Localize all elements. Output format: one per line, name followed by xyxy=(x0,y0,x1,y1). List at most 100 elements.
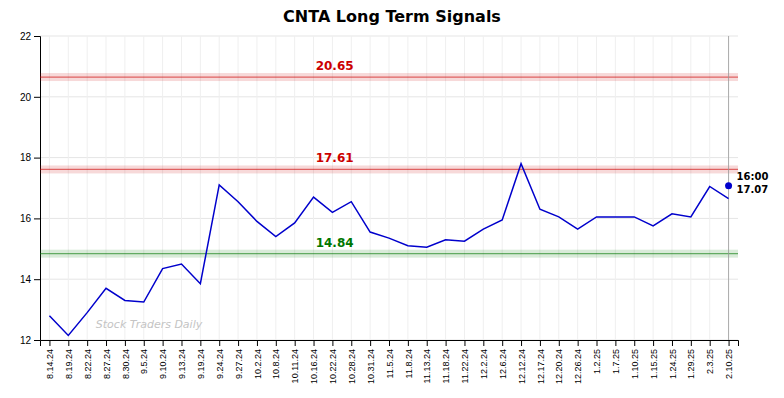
x-tick: 10.16.24 xyxy=(309,340,319,384)
x-tick-label: 1.24.25 xyxy=(668,349,678,379)
x-tick-label: 9.10.24 xyxy=(158,349,168,379)
x-tick-mark xyxy=(389,340,390,346)
x-tick-label: 1.2.25 xyxy=(592,349,602,374)
x-tick-mark xyxy=(710,340,711,346)
x-tick-mark xyxy=(597,340,598,346)
grid-line xyxy=(690,36,691,340)
signal-line xyxy=(40,76,738,77)
x-tick: 10.11.24 xyxy=(290,340,300,383)
x-tick-label: 12.26.24 xyxy=(573,349,583,384)
x-tick-mark xyxy=(559,340,560,346)
x-tick-mark xyxy=(653,340,654,346)
x-tick: 8.14.24 xyxy=(45,340,55,379)
x-tick-label: 2.3.25 xyxy=(705,349,715,374)
y-tick: 12 xyxy=(20,335,40,346)
x-tick-mark xyxy=(87,340,88,346)
y-axis: 121416182022 xyxy=(20,31,41,346)
grid-line xyxy=(596,36,597,340)
x-tick: 1.24.25 xyxy=(668,340,678,379)
grid-line xyxy=(313,36,314,340)
y-tick-label: 18 xyxy=(20,152,32,163)
grid-line xyxy=(389,36,390,340)
x-tick-mark xyxy=(276,340,277,346)
x-tick-mark xyxy=(729,340,730,346)
x-tick: 8.27.24 xyxy=(102,340,112,379)
x-tick: 9.10.24 xyxy=(158,340,168,379)
x-tick-mark xyxy=(634,340,635,346)
grid xyxy=(40,36,738,340)
grid-line xyxy=(502,36,503,340)
x-tick-mark xyxy=(238,340,239,346)
grid-line xyxy=(332,36,333,340)
x-tick-mark xyxy=(521,340,522,346)
x-tick-mark xyxy=(672,340,673,346)
x-tick-label: 8.19.24 xyxy=(64,349,74,379)
signal-label: 20.65 xyxy=(316,59,354,73)
grid-line xyxy=(426,36,427,340)
x-tick-label: 1.7.25 xyxy=(611,349,621,374)
x-tick: 1.7.25 xyxy=(611,340,621,374)
y-tick-label: 12 xyxy=(20,335,32,346)
grid-line xyxy=(162,36,163,340)
y-tick: 18 xyxy=(20,152,40,163)
grid-line xyxy=(351,36,352,340)
grid-line xyxy=(653,36,654,340)
signal-label: 17.61 xyxy=(316,151,354,165)
x-tick-mark xyxy=(332,340,333,346)
grid-line xyxy=(200,36,201,340)
x-tick-label: 11.8.24 xyxy=(404,349,414,378)
signal-band xyxy=(40,250,738,258)
grid-line xyxy=(407,36,408,340)
x-tick-label: 12.12.24 xyxy=(517,349,527,384)
grid-line xyxy=(671,36,672,340)
y-tick-mark xyxy=(34,97,40,98)
x-tick-label: 10.16.24 xyxy=(309,349,319,384)
x-tick: 12.6.24 xyxy=(498,340,508,379)
x-tick-label: 9.24.24 xyxy=(215,349,225,379)
x-tick: 1.29.25 xyxy=(686,340,696,379)
title: CNTA Long Term Signals xyxy=(283,7,501,26)
x-tick-label: 8.30.24 xyxy=(121,349,131,379)
y-tick-label: 16 xyxy=(20,213,32,224)
chart: CNTA Long Term SignalsStock Traders Dail… xyxy=(0,0,784,398)
grid-line xyxy=(370,36,371,340)
x-tick-mark xyxy=(502,340,503,346)
y-tick: 16 xyxy=(20,213,40,224)
x-tick: 9.19.24 xyxy=(196,340,206,379)
grid-line xyxy=(238,36,239,340)
x-tick: 12.12.24 xyxy=(517,340,527,384)
x-axis-line xyxy=(41,341,739,347)
y-tick-mark xyxy=(34,340,40,341)
grid-line xyxy=(87,36,88,340)
grid-line xyxy=(106,36,107,340)
x-tick: 12.2.24 xyxy=(479,340,489,379)
x-axis: 8.14.248.19.248.22.248.27.248.30.249.5.2… xyxy=(41,340,739,384)
x-tick-mark xyxy=(464,340,465,346)
x-tick: 11.18.24 xyxy=(441,340,451,383)
grid-line xyxy=(275,36,276,340)
x-tick: 9.27.24 xyxy=(234,340,244,379)
x-tick-mark xyxy=(125,340,126,346)
x-tick: 9.5.24 xyxy=(139,340,149,374)
last-time-label: 16:00 xyxy=(737,171,769,182)
x-tick-label: 12.6.24 xyxy=(498,349,508,379)
x-tick-mark xyxy=(446,340,447,346)
x-tick-mark xyxy=(427,340,428,346)
y-tick: 20 xyxy=(20,92,40,103)
x-tick: 1.15.25 xyxy=(649,340,659,379)
x-tick: 9.24.24 xyxy=(215,340,225,379)
grid-line xyxy=(558,36,559,340)
x-tick: 11.5.24 xyxy=(385,340,395,378)
x-tick-label: 2.10.25 xyxy=(724,349,734,379)
y-tick-mark xyxy=(34,279,40,280)
last-point xyxy=(725,182,732,189)
y-axis-line xyxy=(34,37,41,341)
y-tick-mark xyxy=(34,218,40,219)
x-tick: 9.13.24 xyxy=(177,340,187,379)
x-tick: 2.3.25 xyxy=(705,340,715,374)
x-tick-mark xyxy=(163,340,164,346)
y-tick-mark xyxy=(34,36,40,37)
grid-line xyxy=(143,36,144,340)
x-tick-mark xyxy=(200,340,201,346)
x-tick: 10.28.24 xyxy=(347,340,357,384)
